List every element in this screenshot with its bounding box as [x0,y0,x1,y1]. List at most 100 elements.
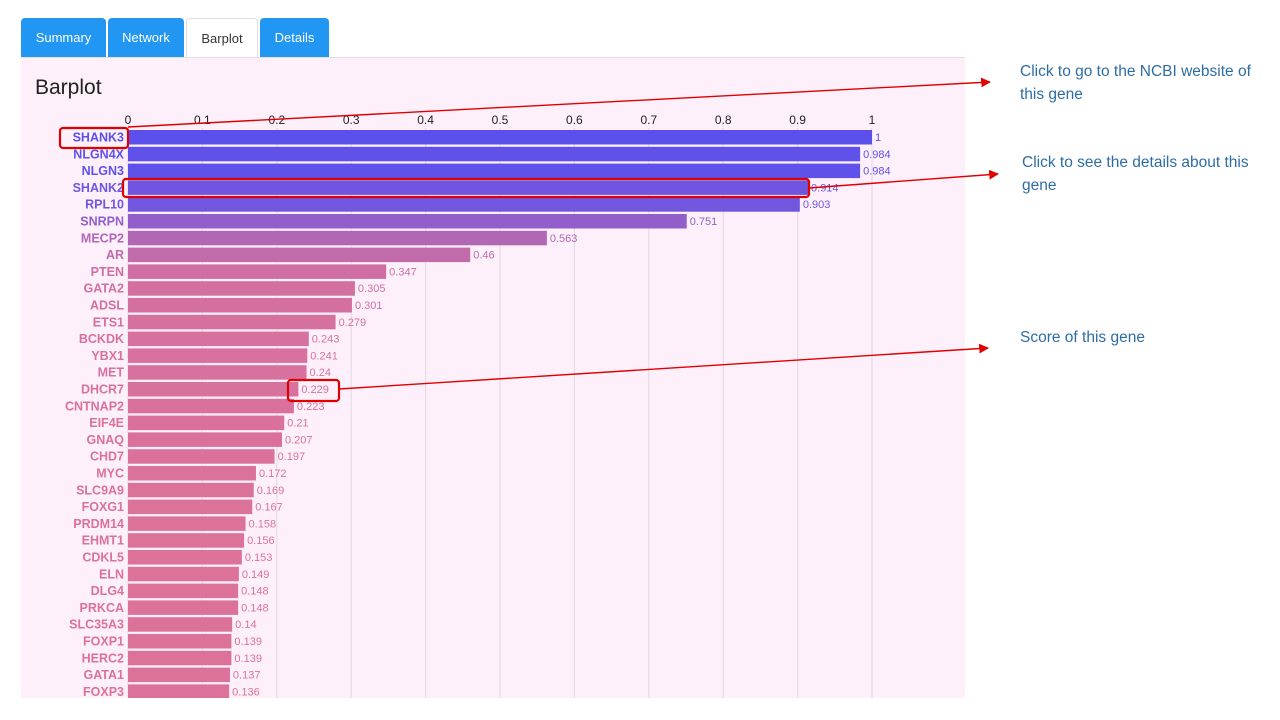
gene-label-dhcr7[interactable]: DHCR7 [81,383,124,397]
gene-label-snrpn[interactable]: SNRPN [80,215,124,229]
bar-foxg1[interactable] [128,499,253,515]
gene-label-foxp1[interactable]: FOXP1 [83,635,124,649]
gene-label-rpl10[interactable]: RPL10 [85,198,124,212]
tab-network[interactable]: Network [108,18,184,58]
gene-label-prdm14[interactable]: PRDM14 [73,517,124,531]
gene-label-eln[interactable]: ELN [99,567,124,581]
tab-divider [21,57,965,58]
gene-label-nlgn3[interactable]: NLGN3 [82,164,124,178]
bar-myc[interactable] [128,466,256,481]
bar-ar[interactable] [128,247,471,263]
annotation-ncbi-text: Click to go to the NCBI website of this … [1020,63,1251,103]
gene-label-foxp3[interactable]: FOXP3 [83,685,124,698]
bar-value-label: 0.903 [803,199,831,211]
bar-ehmt1[interactable] [128,533,245,548]
barplot-panel: Barplot 0 0.1 0.2 0.3 0.4 0.5 0.6 0.7 0.8 0.9 1 SHA… [21,58,965,698]
bar-value-label: 0.229 [301,384,329,396]
gene-label-gata2[interactable]: GATA2 [83,282,124,296]
gene-label-chd7[interactable]: CHD7 [90,450,124,464]
bar-gnaq[interactable] [128,432,283,447]
bar-gata1[interactable] [128,667,230,683]
bar-gata2[interactable] [128,281,355,296]
bar-prdm14[interactable] [128,516,246,531]
bar-value-label: 0.172 [259,468,287,480]
bar-foxp1[interactable] [128,634,232,649]
gene-label-mecp2[interactable]: MECP2 [81,231,124,245]
bar-value-label: 0.914 [811,182,839,194]
bar-chd7[interactable] [128,449,275,464]
x-tick-label: 0.6 [566,113,583,127]
bar-shank3[interactable] [128,130,872,145]
gene-label-nlgn4x[interactable]: NLGN4X [73,147,124,161]
tab-summary[interactable]: Summary [21,18,106,58]
bar-nlgn4x[interactable] [128,146,861,162]
gene-label-cntnap2[interactable]: CNTNAP2 [65,399,124,413]
bar-cntnap2[interactable] [128,398,294,414]
bar-value-label: 0.24 [310,367,331,379]
bar-nlgn3[interactable] [128,163,861,179]
x-tick-label: 0.7 [640,113,657,127]
panel-title: Barplot [35,76,102,99]
gene-label-eif4e[interactable]: EIF4E [89,416,124,430]
bar-snrpn[interactable] [128,214,687,229]
x-tick-label: 0.4 [417,113,434,127]
gene-label-gata1[interactable]: GATA1 [83,668,124,682]
bar-pten[interactable] [128,264,387,279]
bar-bckdk[interactable] [128,331,309,347]
bar-ets1[interactable] [128,314,336,330]
bar-cdkl5[interactable] [128,550,242,565]
bar-value-label: 0.241 [310,350,338,362]
bar-herc2[interactable] [128,650,232,666]
gene-label-prkca[interactable]: PRKCA [80,601,124,615]
bar-adsl[interactable] [128,298,352,313]
gene-label-ybx1[interactable]: YBX1 [91,349,124,363]
gene-label-slc35a3[interactable]: SLC35A3 [69,618,124,632]
bar-rpl10[interactable] [128,197,800,212]
x-tick-label: 1 [869,113,876,127]
gene-label-foxg1[interactable]: FOXG1 [82,500,124,514]
gene-label-shank3[interactable]: SHANK3 [73,131,124,145]
bar-slc35a3[interactable] [128,617,233,632]
x-tick-label: 0.5 [492,113,509,127]
bar-value-label: 0.167 [255,502,283,514]
tab-details[interactable]: Details [260,18,329,58]
gene-label-ets1[interactable]: ETS1 [93,315,124,329]
gene-label-adsl[interactable]: ADSL [90,299,124,313]
bar-eif4e[interactable] [128,415,285,431]
bar-value-label: 0.139 [234,653,262,665]
bar-value-label: 0.984 [863,149,891,161]
gene-label-gnaq[interactable]: GNAQ [87,433,125,447]
x-tick-label: 0 [125,113,132,127]
bar-value-label: 0.305 [358,283,386,295]
gene-label-myc[interactable]: MYC [96,467,124,481]
annotation-details-text: Click to see the details about this gene [1022,154,1249,194]
bar-dhcr7[interactable] [128,382,299,397]
bar-value-label: 0.207 [285,434,313,446]
gene-label-shank2[interactable]: SHANK2 [73,181,124,195]
gene-label-cdkl5[interactable]: CDKL5 [82,551,124,565]
gene-label-ar[interactable]: AR [106,248,124,262]
bar-slc9a9[interactable] [128,482,254,498]
gene-label-pten[interactable]: PTEN [91,265,124,279]
gene-label-bckdk[interactable]: BCKDK [79,332,124,346]
gene-label-met[interactable]: MET [98,366,125,380]
bar-value-label: 0.347 [389,266,417,278]
bar-dlg4[interactable] [128,583,239,599]
x-tick-label: 0.2 [268,113,285,127]
gene-label-dlg4[interactable]: DLG4 [91,584,124,598]
bar-met[interactable] [128,365,307,380]
bar-shank2[interactable] [128,180,809,195]
bar-value-label: 0.136 [232,686,260,698]
gene-label-herc2[interactable]: HERC2 [82,651,124,665]
gene-label-ehmt1[interactable]: EHMT1 [82,534,124,548]
bar-prkca[interactable] [128,600,239,615]
bar-ybx1[interactable] [128,348,308,363]
x-tick-label: 0.3 [343,113,360,127]
bar-mecp2[interactable] [128,230,547,246]
bar-value-label: 0.223 [297,401,325,413]
gene-label-slc9a9[interactable]: SLC9A9 [76,483,124,497]
bar-value-label: 0.751 [690,216,718,228]
tab-barplot[interactable]: Barplot [186,18,258,58]
bar-foxp3[interactable] [128,684,230,698]
bar-eln[interactable] [128,566,239,582]
